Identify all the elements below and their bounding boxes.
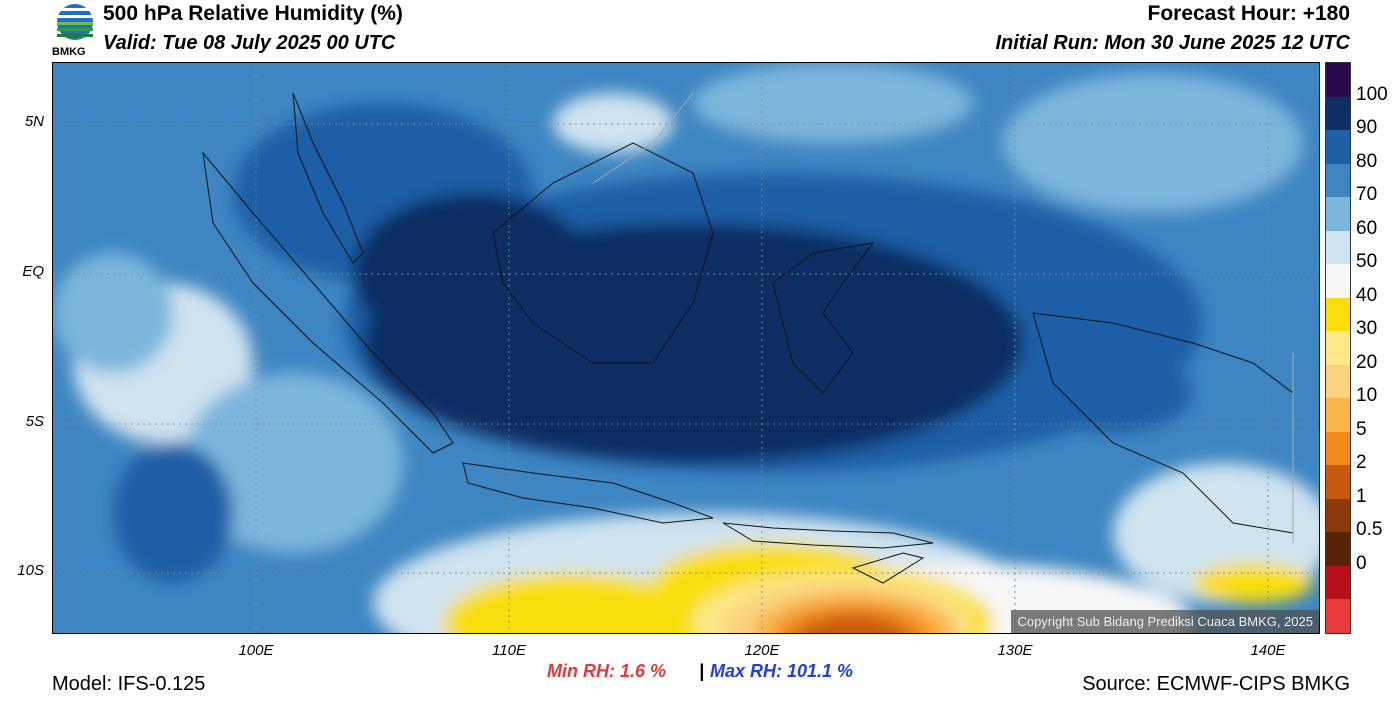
malay-peninsula-coast (292, 92, 364, 264)
colorbar-segment (1326, 230, 1350, 265)
initial-run: Initial Run: Mon 30 June 2025 12 UTC (995, 32, 1350, 54)
valid-time: Valid: Tue 08 July 2025 00 UTC (103, 32, 396, 54)
y-tick-10s: 10S (17, 562, 44, 579)
bmkg-logo: BMKG (50, 2, 100, 60)
borneo-coast (492, 142, 714, 364)
y-tick-5n: 5N (24, 113, 44, 130)
x-tick-130e: 130E (997, 642, 1033, 659)
colorbar (1325, 62, 1351, 634)
colorbar-label: 80 (1356, 150, 1378, 172)
colorbar-segment (1326, 498, 1350, 533)
colorbar-label: 30 (1356, 318, 1378, 340)
colorbar-label: 0 (1356, 552, 1367, 574)
colorbar-segment (1326, 364, 1350, 399)
x-tick-100e: 100E (238, 642, 274, 659)
sumatra-coast (202, 151, 454, 454)
colorbar-segment (1326, 130, 1350, 165)
x-tick-140e: 140E (1250, 642, 1286, 659)
colorbar-segment (1326, 197, 1350, 232)
colorbar-label: 5 (1356, 418, 1367, 440)
colorbar-segment (1326, 532, 1350, 567)
colorbar-label: 60 (1356, 217, 1378, 239)
colorbar-label: 70 (1356, 184, 1378, 206)
colorbar-label: 2 (1356, 452, 1367, 474)
colorbar-label: 20 (1356, 351, 1378, 373)
colorbar-label: 10 (1356, 385, 1378, 407)
x-tick-120e: 120E (744, 642, 780, 659)
colorbar-segment (1326, 331, 1350, 366)
colorbar-segment (1326, 398, 1350, 433)
bmkg-globe-icon (57, 4, 93, 40)
colorbar-label: 50 (1356, 251, 1378, 273)
colorbar-segment (1326, 431, 1350, 466)
colorbar-segment (1326, 297, 1350, 332)
sulawesi-coast (772, 242, 875, 394)
colorbar-label: 40 (1356, 284, 1378, 306)
colorbar-segment (1326, 264, 1350, 299)
colorbar-segment (1326, 465, 1350, 500)
humidity-field (53, 63, 1319, 633)
copyright-notice: Copyright Sub Bidang Prediksi Cuaca BMKG… (1011, 610, 1319, 633)
colorbar-segment (1326, 96, 1350, 131)
stats-separator: | (699, 661, 705, 681)
humidity-map: Copyright Sub Bidang Prediksi Cuaca BMKG… (52, 62, 1320, 634)
colorbar-label: 0.5 (1356, 519, 1383, 541)
max-rh: Max RH: 101.1 % (710, 661, 854, 681)
colorbar-segment (1326, 163, 1350, 198)
colorbar-segment (1326, 599, 1350, 634)
forecast-hour: Forecast Hour: +180 (1147, 2, 1351, 25)
y-tick-5s: 5S (25, 413, 44, 430)
x-tick-110e: 110E (492, 642, 526, 659)
source-label: Source: ECMWF-CIPS BMKG (1082, 673, 1350, 695)
colorbar-label: 100 (1356, 83, 1388, 105)
map-title: 500 hPa Relative Humidity (%) (103, 2, 403, 25)
border-line (592, 92, 694, 184)
min-rh: Min RH: 1.6 % (547, 661, 667, 681)
colorbar-label: 90 (1356, 117, 1378, 139)
timor-coast (851, 552, 925, 584)
lesser-sunda-coast (722, 522, 934, 549)
colorbar-label: 1 (1356, 485, 1367, 507)
colorbar-segment (1326, 565, 1350, 600)
java-coast (462, 462, 714, 524)
model-label: Model: IFS-0.125 (52, 673, 206, 695)
y-tick-eq: EQ (22, 263, 44, 280)
logo-text: BMKG (52, 46, 86, 58)
colorbar-segment (1326, 63, 1350, 98)
